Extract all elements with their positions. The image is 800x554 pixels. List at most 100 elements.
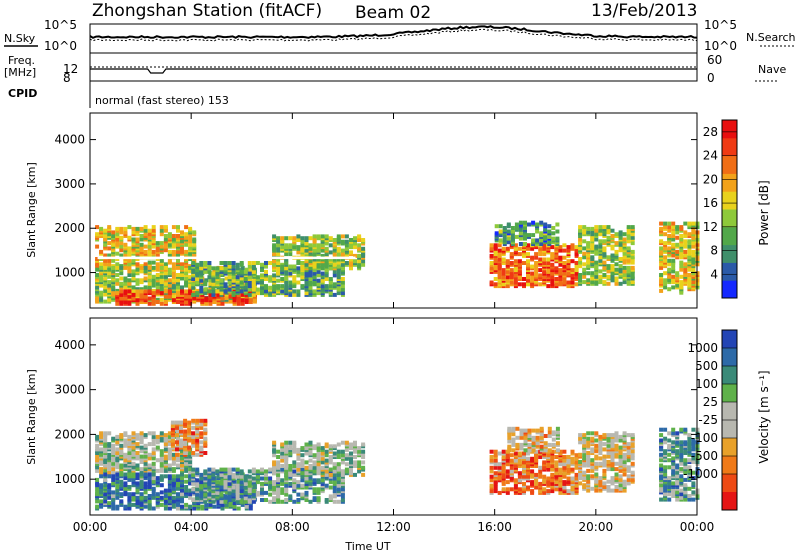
echo-cell bbox=[159, 265, 164, 270]
echo-cell bbox=[316, 234, 321, 239]
echo-cell bbox=[312, 252, 317, 257]
echo-cell bbox=[288, 243, 293, 248]
echo-cell bbox=[558, 280, 563, 285]
echo-cell bbox=[175, 433, 179, 438]
echo-cell bbox=[312, 257, 317, 262]
echo-cell bbox=[184, 468, 189, 473]
echo-cell bbox=[691, 497, 696, 502]
echo-cell bbox=[353, 259, 357, 264]
echo-cell bbox=[203, 451, 208, 455]
echo-cell bbox=[594, 461, 599, 466]
echo-cell bbox=[517, 478, 522, 483]
echo-cell bbox=[340, 498, 345, 502]
echo-cell bbox=[594, 465, 599, 470]
echo-cell bbox=[288, 292, 293, 297]
echo-cell bbox=[167, 278, 172, 283]
echo-cell bbox=[264, 289, 268, 294]
echo-cell bbox=[300, 467, 305, 472]
echo-cell bbox=[99, 474, 104, 479]
echo-cell bbox=[103, 483, 108, 488]
echo-cell bbox=[251, 264, 256, 269]
echo-cell bbox=[530, 271, 535, 276]
echo-cell bbox=[361, 238, 366, 242]
echo-cell bbox=[691, 271, 696, 276]
echo-cell bbox=[139, 458, 144, 463]
echo-cell bbox=[251, 280, 256, 285]
echo-cell bbox=[340, 239, 345, 244]
echo-cell bbox=[147, 472, 152, 477]
echo-cell bbox=[260, 487, 264, 492]
echo-cell bbox=[176, 477, 180, 482]
echo-cell bbox=[139, 269, 144, 274]
echo-cell bbox=[679, 440, 684, 445]
echo-cell bbox=[590, 280, 595, 285]
echo-cell bbox=[590, 255, 595, 260]
echo-cell bbox=[292, 292, 297, 297]
echo-cell bbox=[103, 228, 108, 233]
echo-cell bbox=[523, 242, 527, 246]
echo-cell bbox=[235, 266, 240, 271]
echo-cell bbox=[127, 301, 132, 306]
echo-cell bbox=[95, 504, 100, 509]
echo-cell bbox=[119, 292, 124, 297]
echo-cell bbox=[111, 481, 116, 486]
echo-cell bbox=[288, 271, 293, 276]
echo-cell bbox=[320, 460, 325, 465]
echo-cell bbox=[167, 442, 172, 447]
echo-cell bbox=[280, 442, 285, 447]
echo-cell bbox=[663, 278, 668, 283]
echo-cell bbox=[187, 420, 192, 425]
echo-cell bbox=[159, 490, 164, 495]
echo-cell bbox=[606, 467, 611, 472]
echo-cell bbox=[511, 437, 516, 442]
echo-cell bbox=[231, 278, 236, 283]
echo-cell bbox=[340, 472, 345, 477]
echo-cell bbox=[235, 262, 240, 267]
echo-cell bbox=[517, 246, 522, 251]
station-title: Zhongshan Station (fitACF) bbox=[92, 1, 322, 21]
echo-cell bbox=[526, 464, 530, 468]
echo-cell bbox=[667, 225, 672, 230]
echo-cell bbox=[135, 287, 140, 292]
echo-cell bbox=[547, 434, 552, 438]
echo-cell bbox=[594, 274, 599, 279]
echo-cell bbox=[663, 285, 668, 290]
echo-cell bbox=[598, 483, 603, 488]
echo-cell bbox=[203, 499, 208, 504]
echo-cell bbox=[171, 504, 176, 509]
echo-cell bbox=[180, 499, 184, 504]
echo-cell bbox=[163, 300, 168, 304]
echo-cell bbox=[188, 451, 193, 455]
echo-cell bbox=[211, 289, 216, 294]
echo-cell bbox=[188, 269, 193, 274]
echo-cell bbox=[606, 460, 611, 464]
echo-cell bbox=[316, 291, 321, 296]
echo-cell bbox=[243, 485, 248, 490]
echo-cell bbox=[590, 447, 595, 452]
echo-cell bbox=[151, 260, 156, 265]
echo-cell bbox=[555, 426, 560, 431]
echo-cell bbox=[361, 460, 366, 465]
echo-cell bbox=[547, 426, 552, 431]
echo-cell bbox=[304, 460, 309, 465]
echo-cell bbox=[582, 225, 587, 230]
echo-cell bbox=[614, 447, 619, 452]
echo-cell bbox=[251, 467, 256, 472]
echo-cell bbox=[602, 485, 607, 489]
echo-cell bbox=[328, 236, 333, 241]
echo-cell bbox=[131, 492, 136, 497]
echo-cell bbox=[207, 275, 212, 280]
echo-cell bbox=[671, 456, 676, 461]
echo-cell bbox=[176, 483, 180, 488]
echo-cell bbox=[135, 456, 140, 461]
echo-cell bbox=[578, 452, 583, 457]
echo-cell bbox=[107, 267, 112, 272]
echo-cell bbox=[622, 431, 627, 436]
echo-cell bbox=[184, 267, 189, 272]
echo-cell bbox=[586, 461, 591, 466]
echo-cell bbox=[119, 463, 124, 468]
echo-cell bbox=[159, 452, 164, 457]
echo-cell bbox=[610, 440, 615, 445]
echo-cell bbox=[582, 267, 587, 272]
echo-cell bbox=[99, 447, 104, 452]
